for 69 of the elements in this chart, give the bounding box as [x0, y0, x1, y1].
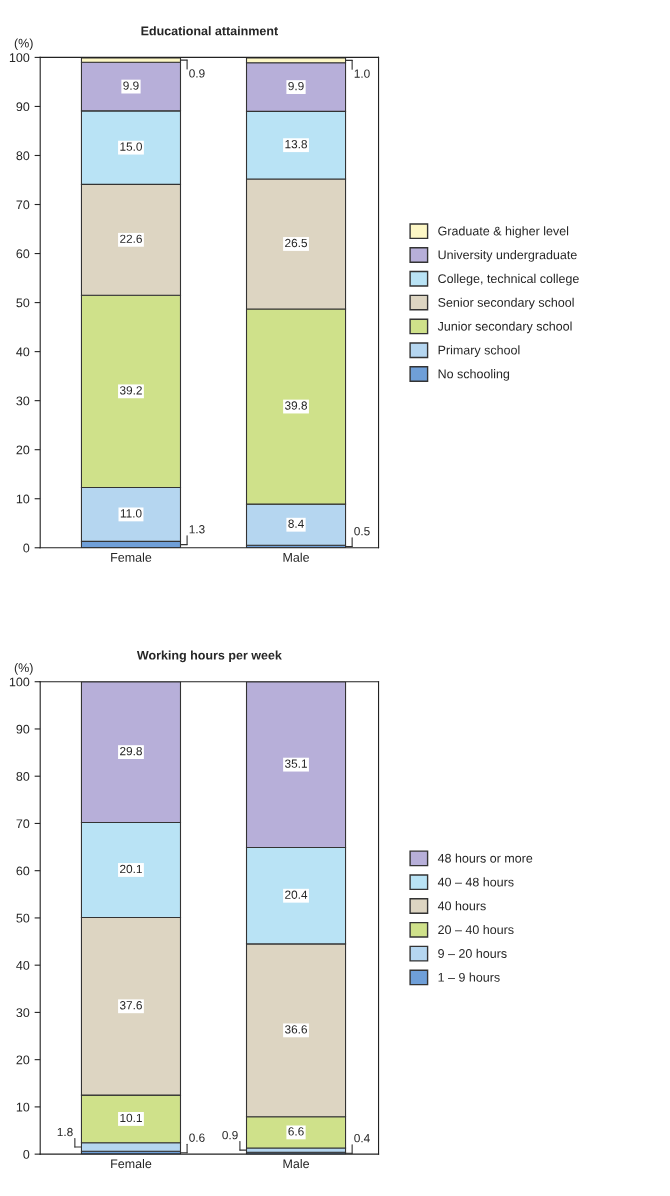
legend-label: No schooling — [438, 369, 510, 381]
legend-label: College, technical college — [438, 273, 579, 286]
chart-title: Educational attainment — [141, 26, 278, 36]
legend-label: 1 – 9 hours — [438, 972, 500, 982]
y-tick-label: 90 — [16, 102, 30, 112]
data-label: 8.4 — [288, 519, 304, 528]
y-axis-title: (%) — [14, 38, 33, 51]
legend-label: Graduate & higher level — [438, 226, 569, 238]
y-tick-label: 70 — [16, 200, 30, 210]
data-label: 13.8 — [285, 139, 307, 149]
data-label: 10.1 — [120, 1113, 142, 1123]
data-label: 35.1 — [284, 759, 307, 768]
y-tick-label: 40 — [16, 347, 30, 357]
data-label: 9.9 — [123, 81, 139, 90]
legend-label: 40 hours — [437, 901, 486, 911]
data-label: 39.8 — [284, 401, 307, 410]
data-label: 15.0 — [120, 142, 142, 151]
y-tick-label: 80 — [16, 151, 30, 161]
y-tick-label: 100 — [9, 677, 30, 687]
legend-label: Senior secondary school — [438, 297, 574, 310]
y-tick-label: 50 — [16, 298, 30, 308]
y-tick-label: 50 — [16, 913, 30, 923]
y-tick-label: 10 — [16, 494, 30, 504]
y-tick-label: 0 — [23, 543, 30, 553]
data-label: 37.6 — [119, 1001, 142, 1010]
y-tick-label: 0 — [23, 1149, 30, 1159]
legend-label: 48 hours or more — [437, 853, 533, 863]
y-tick-label: 100 — [9, 53, 30, 63]
data-label: 0.4 — [354, 1134, 370, 1143]
legend-label: University undergraduate — [438, 250, 577, 262]
data-label: 9.9 — [288, 81, 304, 91]
data-label: 39.2 — [119, 386, 142, 395]
y-tick-label: 40 — [16, 960, 30, 970]
y-tick-label: 20 — [16, 445, 30, 455]
x-tick-label: Female — [111, 1159, 152, 1169]
legend-label: 40 – 48 hours — [437, 877, 514, 887]
data-label: 0.6 — [189, 1133, 205, 1142]
data-label: 36.6 — [284, 1025, 307, 1034]
y-axis-title: (%) — [14, 662, 33, 675]
y-tick-label: 20 — [16, 1055, 30, 1065]
data-label: 6.6 — [288, 1127, 304, 1136]
data-label: 11.0 — [120, 509, 142, 518]
data-label: 1.8 — [57, 1127, 73, 1137]
data-label: 29.8 — [120, 746, 142, 756]
y-tick-label: 30 — [16, 1008, 30, 1018]
data-label: 22.6 — [120, 234, 142, 243]
data-label: 20.1 — [120, 864, 142, 874]
y-tick-label: 30 — [16, 396, 30, 406]
data-label: 26.5 — [285, 238, 308, 248]
y-tick-label: 60 — [16, 866, 30, 876]
y-tick-label: 80 — [16, 772, 30, 781]
data-label: 0.9 — [189, 69, 205, 78]
legend-label: 9 – 20 hours — [438, 948, 507, 958]
data-label: 0.9 — [222, 1130, 238, 1140]
y-tick-label: 10 — [16, 1102, 30, 1112]
y-tick-label: 60 — [16, 249, 30, 259]
legend-label: 20 – 40 hours — [438, 924, 514, 935]
y-tick-label: 70 — [16, 819, 30, 829]
chart-title: Working hours per week — [136, 650, 282, 663]
data-label: 1.3 — [189, 525, 205, 534]
data-label: 20.4 — [285, 890, 308, 899]
x-tick-label: Male — [283, 552, 310, 562]
legend-label: Junior secondary school — [437, 321, 572, 334]
data-label: 0.5 — [354, 527, 370, 536]
data-label: 1.0 — [354, 69, 370, 78]
x-tick-label: Female — [111, 552, 152, 562]
y-tick-label: 90 — [16, 724, 30, 734]
legend-label: Primary school — [438, 345, 520, 357]
x-tick-label: Male — [283, 1159, 310, 1169]
